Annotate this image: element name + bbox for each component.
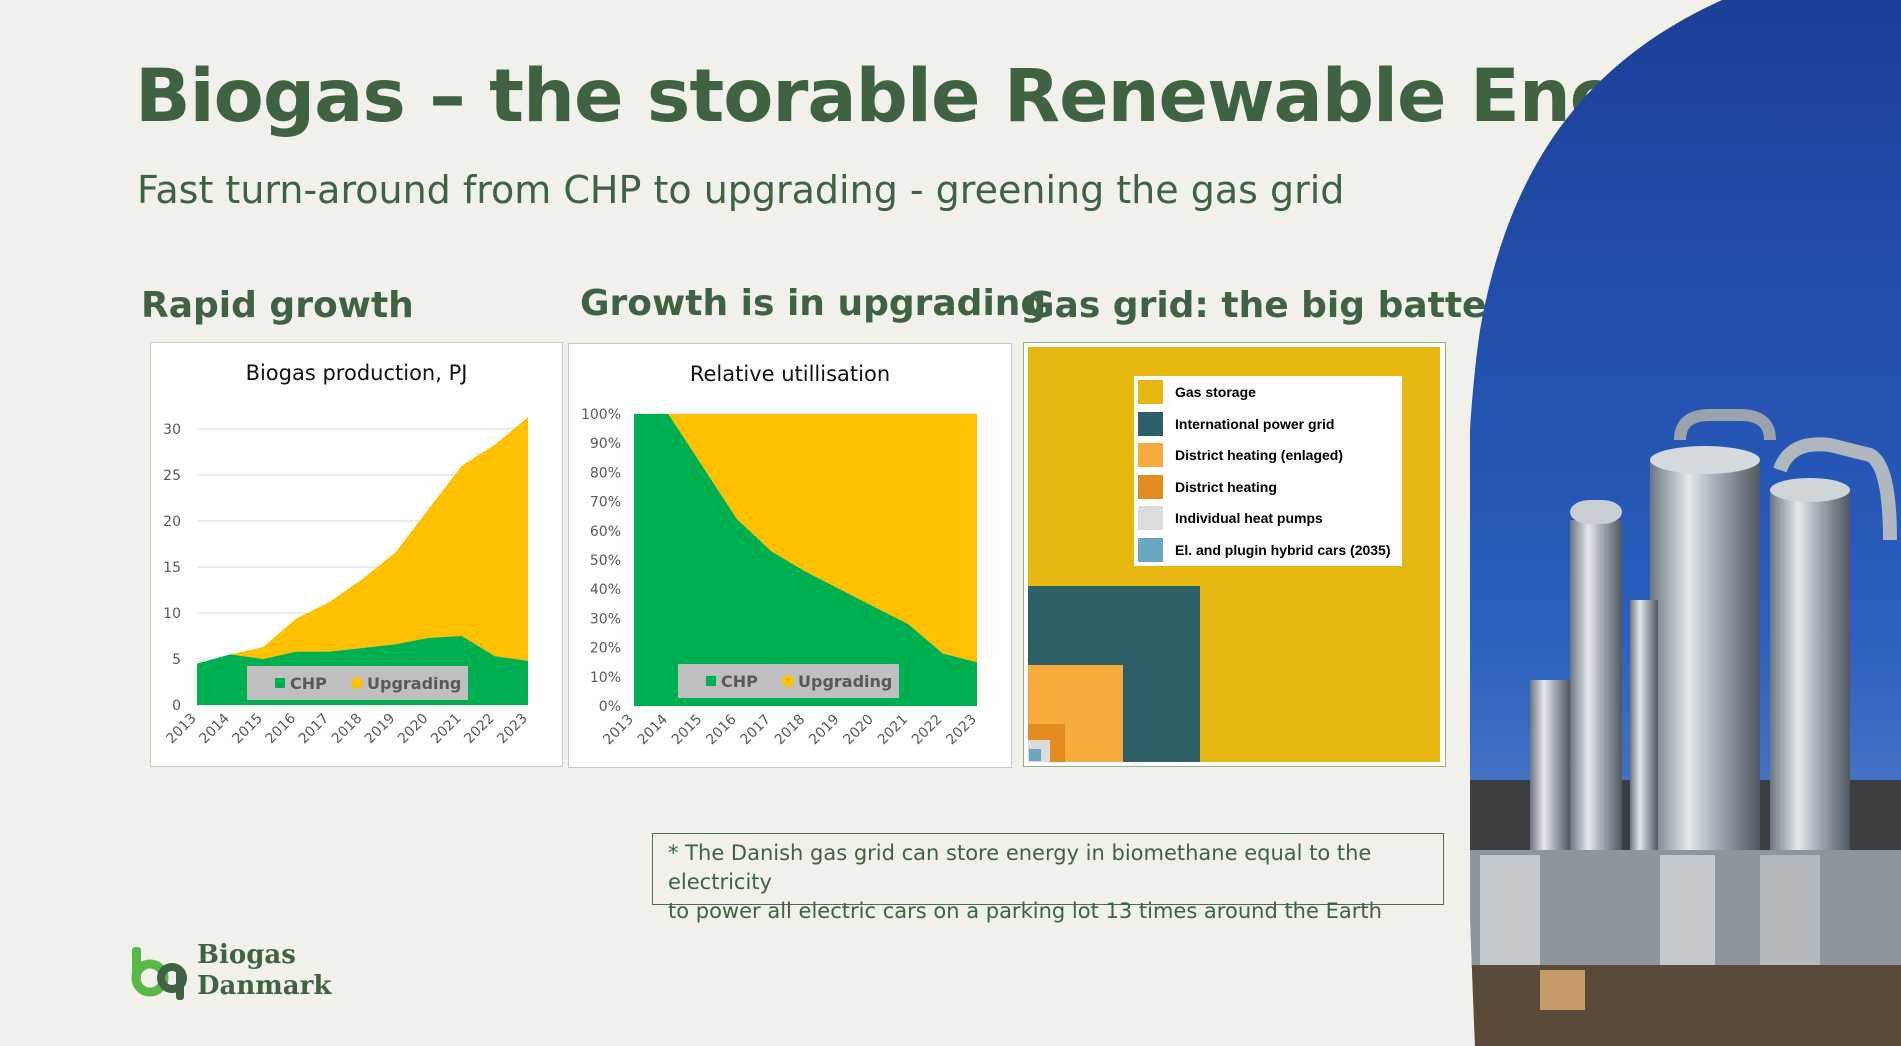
logo-wordmark: Biogas Danmark xyxy=(197,940,331,1002)
x-tick-label: 2023 xyxy=(943,712,980,749)
upgrading-area xyxy=(634,414,977,663)
section-rapid-growth: Rapid growth xyxy=(141,285,414,326)
legend-item: International power grid xyxy=(1138,411,1335,436)
chp-area xyxy=(634,414,977,706)
y-tick-label: 60% xyxy=(590,524,621,540)
x-tick-label: 2021 xyxy=(428,711,465,748)
page-subtitle: Fast turn-around from CHP to upgrading -… xyxy=(137,168,1345,212)
x-tick-label: 2014 xyxy=(635,711,672,748)
legend-swatch xyxy=(1138,380,1163,404)
legend-item: District heating xyxy=(1138,474,1277,499)
legend-upgrading-label: Upgrading xyxy=(798,672,892,691)
y-tick-label: 0 xyxy=(172,698,181,714)
square-electric-cars xyxy=(1029,749,1041,761)
y-tick-label: 80% xyxy=(590,465,621,481)
x-tick-label: 2022 xyxy=(909,712,946,749)
production-area-chart: 0 5 10 15 20 25 30 2013201420152016201720182019… xyxy=(163,417,531,748)
chart-title: Relative utillisation xyxy=(689,362,891,386)
y-tick-label: 10 xyxy=(163,606,181,622)
legend-upgrading-label: Upgrading xyxy=(367,674,461,693)
y-tick-label: 50% xyxy=(590,553,621,569)
x-tick-label: 2022 xyxy=(461,711,498,748)
legend-chp-label: CHP xyxy=(290,674,327,693)
legend-label: Individual heat pumps xyxy=(1175,510,1323,526)
footnote-box: * The Danish gas grid can store energy i… xyxy=(652,833,1444,923)
biogas-plant-photo xyxy=(1470,0,1901,1046)
y-tick-label: 70% xyxy=(590,495,621,511)
legend-chp-swatch xyxy=(275,678,285,688)
x-tick-label: 2023 xyxy=(494,711,531,748)
legend-item: Gas storage xyxy=(1138,380,1256,404)
y-tick-label: 20% xyxy=(590,641,621,657)
x-tick-label: 2016 xyxy=(703,711,740,748)
upgrading-area xyxy=(197,417,528,664)
legend-item: El. and plugin hybrid cars (2035) xyxy=(1138,537,1391,562)
y-tick-label: 10% xyxy=(590,670,621,686)
y-tick-label: 40% xyxy=(590,582,621,598)
page-title: Biogas – the storable Renewable Energy xyxy=(135,54,1752,139)
chart-title: Biogas production, PJ xyxy=(245,361,468,385)
legend-swatch xyxy=(1138,443,1163,467)
legend-label: District heating (enlaged) xyxy=(1175,447,1344,463)
y-tick-label: 90% xyxy=(590,436,621,452)
y-tick-label: 30 xyxy=(163,422,181,438)
y-tick-label: 15 xyxy=(163,560,181,576)
battery-legend: Gas storage International power grid Distr… xyxy=(1134,376,1402,566)
chart-panel-battery: Gas storage International power grid Distr… xyxy=(1023,342,1446,767)
y-tick-label: 5 xyxy=(172,652,181,668)
relative-area-chart: 0%10%20%30%40%50%60%70%80%90%100%2013201… xyxy=(581,407,980,749)
legend-label: International power grid xyxy=(1175,415,1335,432)
legend-swatch xyxy=(1138,411,1163,436)
x-tick-label: 2020 xyxy=(840,712,877,749)
y-tick-label: 0% xyxy=(599,699,621,715)
x-tick-label: 2013 xyxy=(163,711,200,748)
chart-panel-relative: Relative utillisation 0% 10% 20% 30% 40% 50% 6… xyxy=(568,343,1012,768)
legend-upgrading-swatch xyxy=(782,675,794,687)
legend-item: District heating (enlaged) xyxy=(1138,443,1343,467)
legend-label: District heating xyxy=(1175,478,1277,495)
logo-line-2: Danmark xyxy=(197,971,332,1001)
y-tick-label: 30% xyxy=(590,611,621,627)
legend-upgrading-swatch xyxy=(351,677,363,689)
legend-chp-swatch xyxy=(706,676,716,686)
legend-swatch xyxy=(1138,537,1163,562)
x-tick-label: 2020 xyxy=(395,711,432,748)
legend-chp-label: CHP xyxy=(721,672,758,691)
biogas-logo-icon xyxy=(131,947,187,1000)
chart-panel-production: Biogas production, PJ 0 5 10 15 20 25 30 2013 20… xyxy=(150,342,563,767)
section-gas-grid: Gas grid: the big battery* xyxy=(1025,285,1547,326)
x-tick-label: 2014 xyxy=(196,710,233,747)
x-tick-label: 2021 xyxy=(875,712,912,749)
logo-line-1: Biogas xyxy=(197,940,296,970)
footnote-line-2: to power all electric cars on a parking … xyxy=(668,899,1382,923)
x-tick-label: 2018 xyxy=(772,712,809,749)
x-tick-label: 2018 xyxy=(329,711,366,748)
legend-item: Individual heat pumps xyxy=(1138,506,1323,530)
legend-swatch xyxy=(1138,474,1163,499)
x-tick-label: 2015 xyxy=(230,711,267,748)
legend-label: Gas storage xyxy=(1175,384,1256,400)
legend-swatch xyxy=(1138,506,1163,530)
y-tick-label: 20 xyxy=(163,514,181,530)
section-growth-upgrading: Growth is in upgrading xyxy=(580,283,1047,324)
x-tick-label: 2017 xyxy=(296,711,333,748)
legend-label: El. and plugin hybrid cars (2035) xyxy=(1175,541,1391,558)
x-tick-label: 2019 xyxy=(362,711,399,748)
x-tick-label: 2016 xyxy=(263,710,300,747)
y-tick-label: 25 xyxy=(163,468,181,484)
x-tick-label: 2017 xyxy=(738,712,775,749)
y-tick-label: 100% xyxy=(581,407,621,423)
x-tick-label: 2015 xyxy=(669,712,706,749)
x-tick-label: 2013 xyxy=(600,712,637,749)
x-tick-label: 2019 xyxy=(806,712,843,749)
footnote-line-1: * The Danish gas grid can store energy i… xyxy=(668,841,1372,894)
